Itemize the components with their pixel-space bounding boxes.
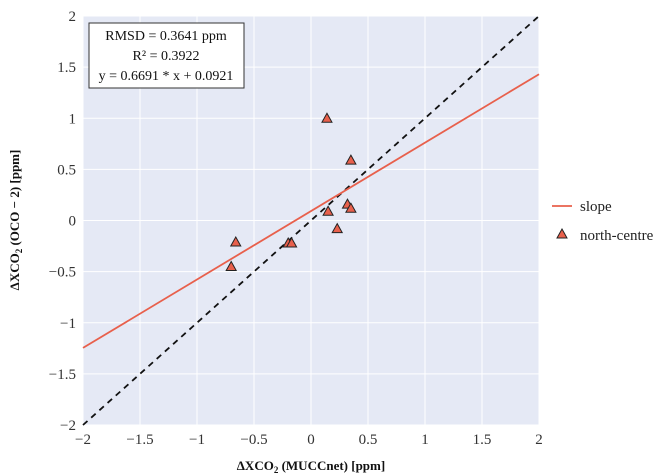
y-axis-title-main: ΔXCO (7, 253, 22, 290)
data-point (229, 235, 242, 247)
fit-line (82, 73, 540, 349)
legend-north-centre-label: north-centre (580, 228, 654, 244)
data-point (331, 222, 344, 234)
x-tick-label: 2 (535, 432, 543, 448)
legend-north-centre-marker (556, 227, 568, 239)
x-tick-label: 0 (307, 432, 315, 448)
y-tick-label: 2 (69, 9, 77, 25)
identity-line (82, 15, 540, 426)
y-tick-label: 1.5 (57, 60, 76, 76)
y-tick-labels: −2 −1.5 −1 −0.5 0 0.5 1 1.5 2 (49, 9, 76, 434)
data-point (322, 205, 334, 216)
y-axis-title-sub: 2 (14, 248, 24, 253)
data-points (225, 112, 357, 272)
x-axis-title-sub: 2 (274, 465, 279, 475)
x-tick-label: 1.5 (473, 432, 492, 448)
stats-box-frame (88, 22, 245, 89)
data-point (225, 260, 238, 272)
stats-equation: y = 0.6691 * x + 0.0921 (99, 69, 234, 84)
y-tick-label: −0.5 (49, 265, 76, 281)
legend: slope north-centre (552, 199, 654, 244)
x-axis-title: ΔXCO2 (MUCCnet) [ppm] (237, 458, 385, 475)
y-tick-label: 1 (69, 111, 77, 127)
data-point (345, 154, 357, 165)
x-tick-label: −2 (75, 432, 91, 448)
stats-r2: R² = 0.3922 (133, 49, 200, 64)
stats-rmsd: RMSD = 0.3641 ppm (105, 29, 227, 44)
y-tick-label: 0 (69, 214, 77, 230)
x-tick-label: −1.5 (126, 432, 153, 448)
data-point (345, 202, 357, 213)
x-tick-label: −0.5 (240, 432, 267, 448)
x-tick-labels: −2 −1.5 −1 −0.5 0 0.5 1 1.5 2 (75, 432, 543, 448)
data-point (285, 236, 298, 248)
x-axis-title-main: ΔXCO (237, 458, 274, 473)
y-tick-label: −2 (60, 418, 76, 434)
y-tick-label: −1.5 (49, 367, 76, 383)
x-tick-label: −1 (189, 432, 205, 448)
x-axis-title-rest: (MUCCnet) [ppm] (278, 458, 385, 473)
data-point (321, 112, 333, 123)
stats-box: RMSD = 0.3641 ppm R² = 0.3922 y = 0.6691… (88, 22, 245, 89)
y-tick-label: −1 (60, 316, 76, 332)
x-tick-label: 1 (421, 432, 429, 448)
legend-slope-label: slope (580, 199, 612, 215)
x-tick-label: 0.5 (359, 432, 378, 448)
y-axis-title-rest: (OCO − 2) [ppm] (7, 150, 22, 249)
y-axis-title: ΔXCO2 (OCO − 2) [ppm] (7, 150, 24, 291)
y-tick-label: 0.5 (57, 162, 76, 178)
